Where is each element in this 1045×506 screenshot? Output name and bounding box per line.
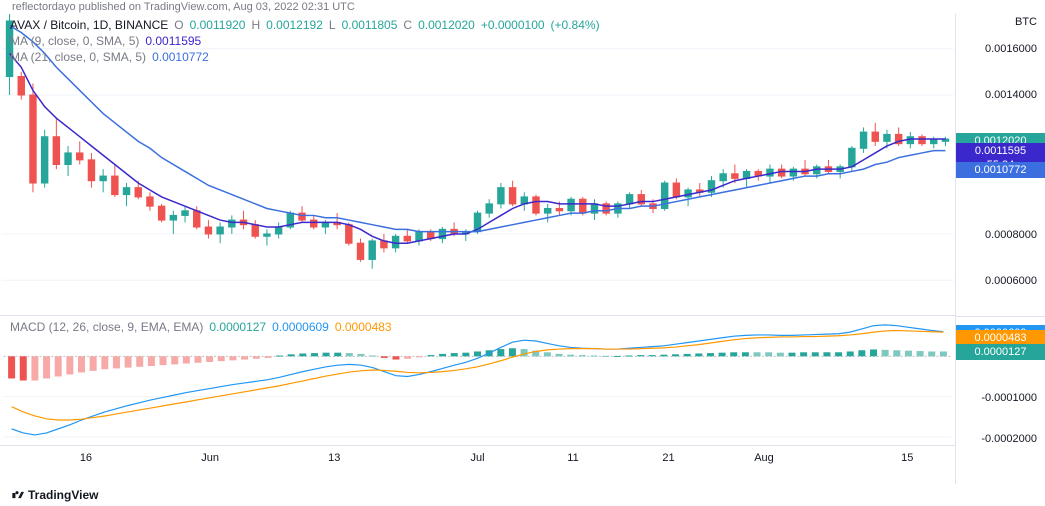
time-label: Jul — [470, 452, 484, 464]
price-axis[interactable]: BTC 0.0006000 0.0008000 0.0014000 0.0016000… — [956, 14, 1045, 316]
macd-hist-value: 0.0000127 — [209, 319, 266, 335]
ma21-label: MA (21, close, 0, SMA, 5) — [10, 49, 146, 65]
time-label: 13 — [328, 452, 340, 464]
macd-line-value: 0.0000609 — [272, 319, 329, 335]
ma9-value: 0.0011595 — [145, 33, 201, 49]
price-tick: 0.0006000 — [985, 275, 1037, 287]
ma21-value: 0.0010772 — [152, 49, 209, 65]
time-label: 11 — [567, 452, 578, 464]
macd-tag: 0.0000127 — [956, 344, 1045, 360]
time-axis: 16 Jun 13 Jul 11 21 Aug 15 — [0, 446, 955, 484]
macd-label: MACD (12, 26, close, 9, EMA, EMA) — [10, 319, 203, 335]
time-label: Jun — [201, 452, 219, 464]
publish-bar: reflectordayo published on TradingView.c… — [0, 0, 1045, 14]
price-tick: 0.0016000 — [985, 43, 1037, 55]
macd-signal-value: 0.0000483 — [335, 319, 392, 335]
time-label: 21 — [662, 452, 674, 464]
brand-text: TradingView — [28, 488, 98, 502]
price-tick: 0.0014000 — [985, 89, 1037, 101]
time-label: 16 — [80, 452, 92, 464]
price-tag: 0.0010772 — [956, 162, 1045, 178]
macd-pane[interactable]: MACD (12, 26, close, 9, EMA, EMA) 0.0000… — [0, 316, 955, 446]
macd-axis[interactable]: -0.0002000-0.00010000.00006090.00004830.… — [956, 316, 1045, 446]
macd-tick: -0.0002000 — [981, 433, 1037, 445]
publish-text: reflectordayo published on TradingView.c… — [12, 1, 355, 13]
time-label: 15 — [901, 452, 913, 464]
price-tick: 0.0008000 — [985, 229, 1037, 241]
price-pane[interactable]: AVAX / Bitcoin, 1D, BINANCE O0.0011920 H… — [0, 14, 955, 316]
time-label: Aug — [754, 452, 774, 464]
ma9-label: MA (9, close, 0, SMA, 5) — [10, 33, 139, 49]
price-legend: AVAX / Bitcoin, 1D, BINANCE O0.0011920 H… — [10, 17, 600, 65]
footer: TradingView — [0, 484, 1045, 506]
axis-unit: BTC — [1015, 16, 1037, 28]
macd-chart-svg — [0, 316, 955, 445]
symbol-label: AVAX / Bitcoin, 1D, BINANCE — [10, 17, 168, 33]
tradingview-logo-icon — [10, 488, 24, 502]
macd-legend: MACD (12, 26, close, 9, EMA, EMA) 0.0000… — [10, 319, 392, 335]
macd-tick: -0.0001000 — [981, 392, 1037, 404]
